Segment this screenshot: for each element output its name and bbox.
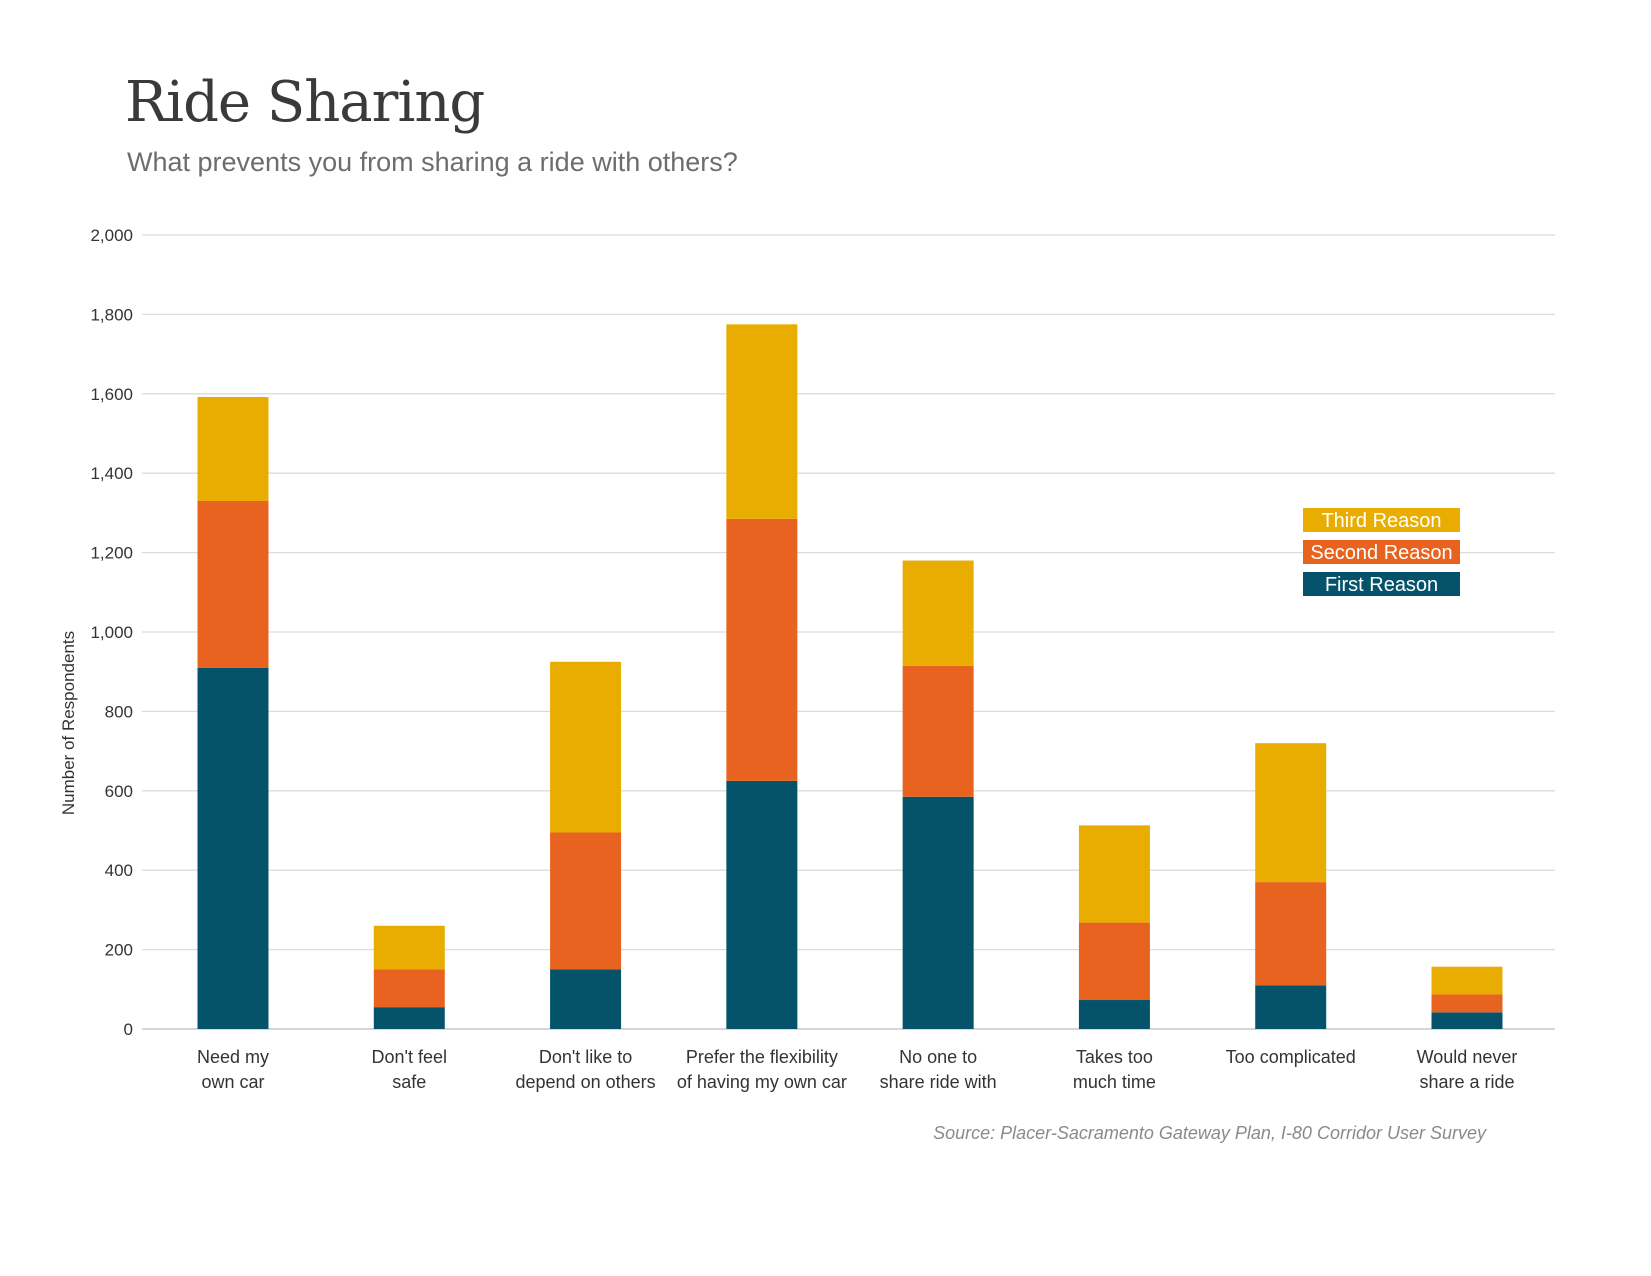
legend-swatch <box>1303 508 1460 532</box>
y-axis-label: Number of Respondents <box>59 631 78 815</box>
source-note: Source: Placer-Sacramento Gateway Plan, … <box>933 1123 1486 1143</box>
bar-segment-second-reason <box>197 500 269 668</box>
legend: Third Reason Second Reason First Reason <box>1303 508 1460 596</box>
y-axis-ticks: 0 200 400 600 800 1,000 1,200 1,400 1,600 1,800 2,… <box>90 226 133 1039</box>
x-tick-label: Don't feel safe <box>372 1047 447 1092</box>
bar-segment-first-reason <box>1255 985 1327 1029</box>
x-axis-labels: Need my own car Don't feel safe Don't like t… <box>197 1047 1517 1092</box>
bar-segment-first-reason <box>1431 1012 1503 1029</box>
y-tick-label: 1,000 <box>90 623 133 642</box>
bar-segment-third-reason <box>726 324 798 519</box>
x-tick-label: Too complicated <box>1226 1047 1356 1067</box>
chart-title: Ride Sharing <box>125 70 485 135</box>
y-tick-label: 600 <box>105 782 133 801</box>
bar-segment-first-reason <box>373 1007 445 1029</box>
y-tick-label: 1,600 <box>90 385 133 404</box>
y-tick-label: 2,000 <box>90 226 133 245</box>
y-tick-label: 800 <box>105 702 133 721</box>
bar-segment-second-reason <box>1078 922 1150 1001</box>
bar-segment-first-reason <box>197 667 269 1029</box>
legend-label: Third Reason <box>1321 510 1441 532</box>
y-tick-label: 1,200 <box>90 544 133 563</box>
bar-segment-first-reason <box>1078 1000 1150 1029</box>
bar-segment-first-reason <box>550 969 622 1029</box>
x-tick-label: No one to share ride with <box>880 1047 997 1092</box>
y-tick-label: 200 <box>105 941 133 960</box>
bar-segment-second-reason <box>1431 994 1503 1013</box>
x-tick-label: Need my own car <box>197 1047 269 1092</box>
y-tick-label: 400 <box>105 861 133 880</box>
bar-segment-third-reason <box>1431 966 1503 995</box>
bars <box>197 324 1503 1029</box>
legend-swatch <box>1303 540 1460 564</box>
legend-label: First Reason <box>1325 574 1438 596</box>
x-tick-label: Don't like to depend on others <box>516 1047 656 1092</box>
bar-segment-second-reason <box>902 665 974 797</box>
bar-segment-second-reason <box>726 518 798 781</box>
bar-segment-third-reason <box>1255 743 1327 883</box>
bar-segment-third-reason <box>550 661 622 833</box>
legend-label: Second Reason <box>1310 542 1452 564</box>
legend-swatch <box>1303 572 1460 596</box>
y-tick-label: 1,800 <box>90 305 133 324</box>
bar-segment-first-reason <box>726 780 798 1029</box>
x-tick-label: Would never share a ride <box>1417 1047 1518 1092</box>
bar-segment-third-reason <box>902 560 974 666</box>
bar-segment-first-reason <box>902 796 974 1029</box>
bar-segment-second-reason <box>373 969 445 1008</box>
y-tick-label: 0 <box>124 1020 133 1039</box>
bar-segment-third-reason <box>373 925 445 970</box>
x-tick-label: Takes too much time <box>1073 1047 1156 1092</box>
chart-subtitle: What prevents you from sharing a ride wi… <box>127 147 738 177</box>
y-tick-label: 1,400 <box>90 464 133 483</box>
bar-segment-third-reason <box>197 396 269 501</box>
x-tick-label: Prefer the flexibility of having my own c… <box>677 1047 847 1092</box>
bar-segment-second-reason <box>1255 882 1327 986</box>
gridlines <box>142 234 1555 1030</box>
bar-segment-third-reason <box>1078 825 1150 923</box>
bar-segment-second-reason <box>550 832 622 970</box>
